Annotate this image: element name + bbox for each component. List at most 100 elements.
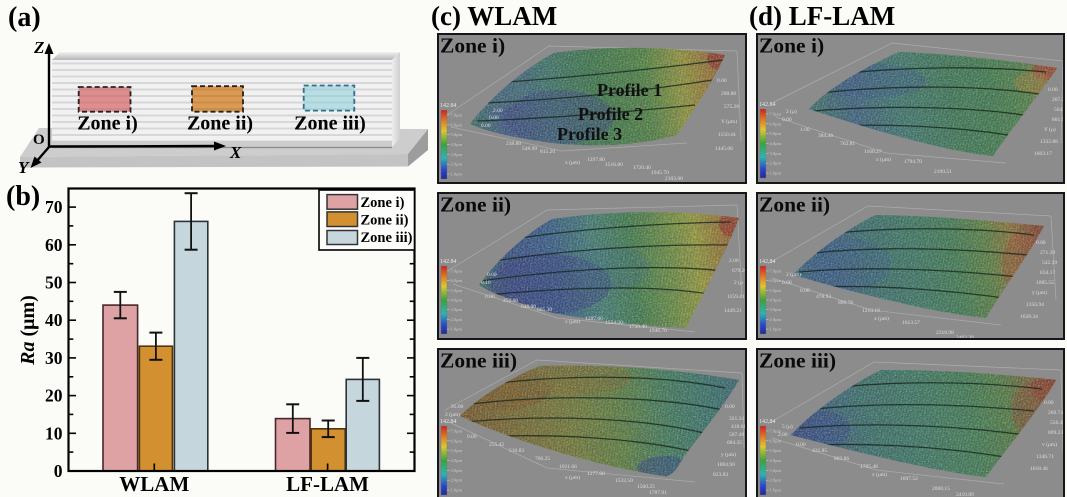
svg-text:2 (μm): 2 (μm) bbox=[445, 411, 460, 418]
svg-text:1945.70: 1945.70 bbox=[651, 170, 669, 176]
svg-text:0.00: 0.00 bbox=[1044, 400, 1054, 406]
svg-text:2.0μm: 2.0μm bbox=[770, 161, 782, 166]
svg-text:1554.30: 1554.30 bbox=[605, 320, 623, 326]
svg-text:Profile 2: Profile 2 bbox=[578, 104, 643, 124]
svg-text:3.0μm: 3.0μm bbox=[770, 468, 782, 473]
svg-text:142.84: 142.84 bbox=[440, 103, 457, 109]
svg-text:801.94: 801.94 bbox=[1052, 117, 1065, 123]
svg-text:142.84: 142.84 bbox=[759, 259, 776, 265]
svg-text:7.0μm: 7.0μm bbox=[770, 268, 782, 273]
svg-text:0.10: 0.10 bbox=[481, 280, 491, 286]
svg-text:1946.70: 1946.70 bbox=[649, 328, 667, 334]
svg-text:142.84: 142.84 bbox=[440, 419, 457, 425]
svg-text:6.0μm: 6.0μm bbox=[770, 121, 782, 126]
svg-text:1297.80: 1297.80 bbox=[587, 157, 605, 163]
svg-text:142.84: 142.84 bbox=[440, 259, 457, 265]
svg-text:0.00: 0.00 bbox=[717, 78, 727, 84]
svg-text:4.0μm: 4.0μm bbox=[451, 458, 463, 463]
svg-text:2.0μm: 2.0μm bbox=[451, 478, 463, 483]
svg-text:1210.18: 1210.18 bbox=[862, 308, 880, 314]
svg-text:684.35: 684.35 bbox=[727, 440, 742, 446]
svg-text:1.0μm: 1.0μm bbox=[451, 172, 463, 177]
svg-text:Profile 3: Profile 3 bbox=[557, 124, 622, 144]
svg-text:10: 10 bbox=[45, 423, 63, 443]
svg-text:0.00: 0.00 bbox=[489, 115, 499, 121]
svg-text:1628.34: 1628.34 bbox=[1020, 314, 1038, 320]
svg-text:288.88: 288.88 bbox=[721, 91, 736, 97]
svg-text:Ra (μm): Ra (μm) bbox=[17, 295, 39, 366]
svg-text:1160.27: 1160.27 bbox=[864, 149, 882, 155]
svg-text:0.00: 0.00 bbox=[782, 117, 792, 123]
svg-text:5.0μm: 5.0μm bbox=[451, 132, 463, 137]
svg-text:815.20: 815.20 bbox=[540, 149, 555, 155]
svg-text:Zone i): Zone i) bbox=[77, 113, 138, 135]
svg-text:648.90: 648.90 bbox=[521, 304, 536, 310]
svg-text:Zone iii): Zone iii) bbox=[440, 349, 517, 373]
svg-text:575.20: 575.20 bbox=[724, 104, 739, 110]
svg-text:y (μm): y (μm) bbox=[1032, 289, 1047, 296]
svg-text:510.83: 510.83 bbox=[509, 448, 524, 454]
svg-text:5.0μm: 5.0μm bbox=[770, 131, 782, 136]
svg-text:1532.50: 1532.50 bbox=[615, 478, 633, 484]
svg-text:1.0μm: 1.0μm bbox=[451, 327, 463, 332]
svg-text:30: 30 bbox=[45, 348, 63, 368]
svg-text:1332.88: 1332.88 bbox=[1040, 139, 1058, 145]
svg-text:1159.41: 1159.41 bbox=[727, 294, 745, 300]
svg-text:6.0μm: 6.0μm bbox=[451, 122, 463, 127]
svg-text:2008.15: 2008.15 bbox=[932, 486, 950, 492]
svg-text:Zone ii): Zone ii) bbox=[759, 193, 830, 217]
svg-text:1346.71: 1346.71 bbox=[1036, 454, 1054, 460]
svg-text:x (μm): x (μm) bbox=[872, 471, 887, 478]
svg-text:2402.38: 2402.38 bbox=[956, 335, 974, 340]
svg-text:431.85: 431.85 bbox=[812, 448, 827, 454]
svg-text:4.0μm: 4.0μm bbox=[770, 458, 782, 463]
svg-text:3.0μm: 3.0μm bbox=[451, 468, 463, 473]
svg-text:4.0μm: 4.0μm bbox=[770, 141, 782, 146]
svg-text:238.80: 238.80 bbox=[506, 141, 521, 147]
svg-text:Zone i): Zone i) bbox=[759, 34, 824, 58]
svg-text:478.93: 478.93 bbox=[816, 294, 831, 300]
svg-text:40: 40 bbox=[45, 310, 63, 330]
svg-text:1603.17: 1603.17 bbox=[1034, 151, 1052, 157]
svg-text:0.00: 0.00 bbox=[725, 404, 735, 410]
svg-text:7.0μm: 7.0μm bbox=[770, 111, 782, 116]
svg-text:0.00: 0.00 bbox=[1048, 87, 1058, 93]
svg-text:7.0μm: 7.0μm bbox=[451, 112, 463, 117]
svg-text:1.0μm: 1.0μm bbox=[770, 327, 782, 332]
svg-text:1150.44: 1150.44 bbox=[718, 132, 736, 138]
svg-text:Zone ii): Zone ii) bbox=[440, 193, 511, 217]
svg-text:(a): (a) bbox=[8, 2, 41, 33]
svg-text:2.00: 2.00 bbox=[729, 258, 739, 264]
svg-text:6.0μm: 6.0μm bbox=[451, 438, 463, 443]
svg-text:452.90: 452.90 bbox=[503, 298, 518, 304]
svg-text:142.84: 142.84 bbox=[759, 419, 776, 425]
svg-text:Zone iii): Zone iii) bbox=[759, 349, 836, 373]
svg-text:Profile 1: Profile 1 bbox=[597, 80, 662, 100]
svg-text:2.0μm: 2.0μm bbox=[451, 162, 463, 167]
svg-text:1085.55: 1085.55 bbox=[1036, 280, 1054, 286]
svg-text:3.0μm: 3.0μm bbox=[451, 307, 463, 312]
svg-text:1.00: 1.00 bbox=[800, 127, 810, 133]
svg-text:4.0μm: 4.0μm bbox=[451, 142, 463, 147]
svg-text:5.0μm: 5.0μm bbox=[451, 288, 463, 293]
svg-text:321.34: 321.34 bbox=[729, 416, 744, 422]
svg-text:809.23: 809.23 bbox=[1048, 430, 1063, 436]
svg-text:865.30: 865.30 bbox=[537, 307, 552, 313]
svg-text:0.00: 0.00 bbox=[481, 123, 491, 129]
svg-text:255.42: 255.42 bbox=[489, 442, 504, 448]
svg-text:Zone i): Zone i) bbox=[440, 34, 505, 58]
svg-text:2100.51: 2100.51 bbox=[934, 169, 952, 175]
svg-text:6.0μm: 6.0μm bbox=[770, 438, 782, 443]
svg-text:2 (μm): 2 (μm) bbox=[786, 271, 801, 278]
svg-text:5.0μm: 5.0μm bbox=[770, 288, 782, 293]
svg-text:418.61: 418.61 bbox=[731, 424, 746, 430]
svg-text:5.0μm: 5.0μm bbox=[451, 448, 463, 453]
svg-text:70: 70 bbox=[45, 197, 63, 217]
svg-text:679.20: 679.20 bbox=[732, 268, 747, 274]
svg-text:7.0μm: 7.0μm bbox=[451, 428, 463, 433]
svg-text:1794.70: 1794.70 bbox=[904, 159, 922, 165]
svg-text:0.00: 0.00 bbox=[800, 288, 810, 294]
svg-text:762.81: 762.81 bbox=[840, 141, 855, 147]
svg-text:823.83: 823.83 bbox=[713, 472, 728, 478]
svg-text:0.00: 0.00 bbox=[782, 280, 792, 286]
